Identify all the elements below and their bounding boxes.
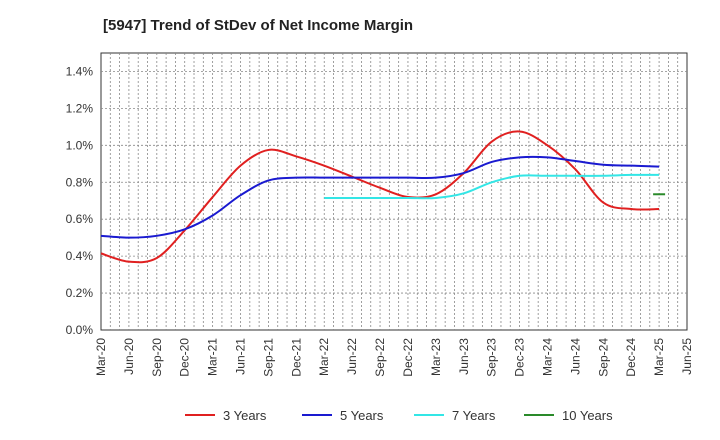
series-7-years-line xyxy=(324,173,660,200)
x-tick-label: Dec-21 xyxy=(289,338,303,377)
x-axis-ticks: Mar-20 Jun-20 Sep-20 Dec-20 Mar-21 Jun-21 Sep-… xyxy=(94,338,694,377)
y-tick-label: 1.4% xyxy=(66,64,94,78)
x-tick-label: Jun-24 xyxy=(568,338,582,375)
y-tick-label: 0.2% xyxy=(66,286,94,300)
x-tick-label: Sep-22 xyxy=(373,338,387,377)
y-tick-label: 0.4% xyxy=(66,249,94,263)
y-tick-label: 1.2% xyxy=(66,101,94,115)
x-tick-label: Dec-20 xyxy=(178,338,192,377)
x-tick-label: Jun-20 xyxy=(122,338,136,375)
x-tick-label: Dec-22 xyxy=(401,338,415,377)
legend: 3 Years 5 Years 7 Years 10 Years xyxy=(185,408,613,423)
plot-border xyxy=(100,52,688,331)
x-tick-label: Sep-21 xyxy=(261,338,275,377)
grid xyxy=(101,53,687,330)
legend-label-10-years: 10 Years xyxy=(562,408,613,423)
x-tick-label: Mar-21 xyxy=(206,338,220,376)
y-tick-label: 0.6% xyxy=(66,212,94,226)
x-tick-label: Jun-23 xyxy=(457,338,471,375)
legend-label-3-years: 3 Years xyxy=(223,408,267,423)
x-tick-label: Dec-24 xyxy=(624,338,638,377)
x-tick-label: Mar-22 xyxy=(317,338,331,376)
x-tick-label: Jun-22 xyxy=(345,338,359,375)
chart-title: [5947] Trend of StDev of Net Income Marg… xyxy=(103,17,413,34)
x-tick-label: Sep-24 xyxy=(596,338,610,377)
series-5-years-line xyxy=(100,155,660,239)
series-layer xyxy=(100,130,666,264)
plot-area xyxy=(100,52,688,331)
series-3-years-line xyxy=(100,130,660,264)
legend-label-7-years: 7 Years xyxy=(452,408,496,423)
x-tick-label: Dec-23 xyxy=(513,338,527,377)
x-tick-label: Jun-21 xyxy=(234,338,248,375)
x-tick-label: Sep-23 xyxy=(485,338,499,377)
x-tick-label: Mar-23 xyxy=(429,338,443,376)
y-tick-label: 1.0% xyxy=(66,138,94,152)
x-tick-label: Jun-25 xyxy=(680,338,694,375)
y-tick-label: 0.8% xyxy=(66,175,94,189)
y-axis-ticks: 0.0% 0.2% 0.4% 0.6% 0.8% 1.0% 1.2% 1.4% xyxy=(66,64,94,337)
x-tick-label: Mar-24 xyxy=(540,338,554,376)
x-tick-label: Mar-20 xyxy=(94,338,108,376)
x-tick-label: Sep-20 xyxy=(150,338,164,377)
y-tick-label: 0.0% xyxy=(66,323,94,337)
legend-label-5-years: 5 Years xyxy=(340,408,384,423)
x-tick-label: Mar-25 xyxy=(652,338,666,376)
